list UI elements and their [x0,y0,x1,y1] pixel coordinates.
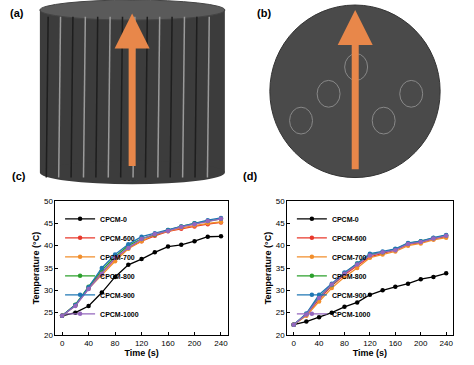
svg-text:40: 40 [44,241,53,250]
svg-text:CPCM-700: CPCM-700 [332,254,367,261]
svg-text:CPCM-900: CPCM-900 [332,292,367,299]
svg-text:40: 40 [315,339,324,348]
svg-text:CPCM-600: CPCM-600 [332,235,367,242]
svg-text:45: 45 [276,219,285,228]
svg-text:CPCM-1000: CPCM-1000 [332,311,371,318]
svg-text:Temperature (°C): Temperature (°C) [31,232,41,304]
svg-text:CPCM-0: CPCM-0 [332,216,359,223]
svg-text:25: 25 [276,308,285,317]
svg-text:CPCM-900: CPCM-900 [100,292,135,299]
svg-text:Time (s): Time (s) [353,348,387,358]
svg-text:CPCM-0: CPCM-0 [100,216,127,223]
svg-text:80: 80 [340,339,349,348]
svg-text:30: 30 [44,286,53,295]
svg-text:200: 200 [414,339,428,348]
svg-text:(d): (d) [243,170,257,182]
svg-text:CPCM-800: CPCM-800 [332,273,367,280]
svg-text:160: 160 [161,339,175,348]
svg-text:0: 0 [60,339,65,348]
svg-text:20: 20 [276,331,285,340]
svg-text:120: 120 [135,339,149,348]
svg-text:Time (s): Time (s) [124,348,158,358]
svg-text:CPCM-700: CPCM-700 [100,254,135,261]
svg-text:(b): (b) [257,7,271,19]
svg-text:CPCM-600: CPCM-600 [100,235,135,242]
svg-text:35: 35 [276,264,285,273]
svg-text:(a): (a) [10,7,24,19]
svg-text:50: 50 [276,197,285,206]
svg-text:Temperature (°C): Temperature (°C) [263,232,273,304]
svg-text:45: 45 [44,219,53,228]
svg-text:50: 50 [44,197,53,206]
svg-text:35: 35 [44,264,53,273]
svg-text:20: 20 [44,331,53,340]
svg-text:CPCM-1000: CPCM-1000 [100,311,139,318]
svg-text:40: 40 [84,339,93,348]
svg-text:0: 0 [291,339,296,348]
svg-text:(c): (c) [12,170,26,182]
svg-text:40: 40 [276,241,285,250]
svg-text:200: 200 [188,339,202,348]
svg-text:30: 30 [276,286,285,295]
svg-text:CPCM-800: CPCM-800 [100,273,135,280]
svg-text:240: 240 [439,339,453,348]
svg-text:160: 160 [389,339,403,348]
svg-text:240: 240 [214,339,228,348]
svg-text:25: 25 [44,308,53,317]
svg-text:80: 80 [111,339,120,348]
svg-text:120: 120 [363,339,377,348]
